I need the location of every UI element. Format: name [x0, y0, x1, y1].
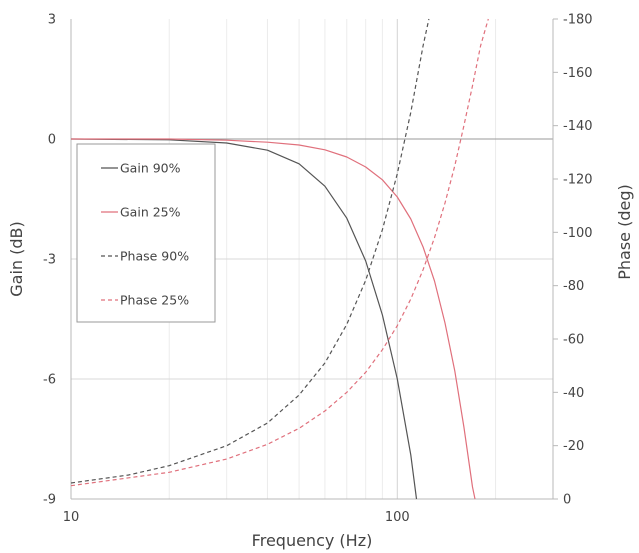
- y-tick-label: -3: [43, 253, 56, 268]
- series-line-1: [70, 138, 418, 500]
- y-tick-label: -6: [43, 373, 56, 388]
- y2-tick-label: -120: [563, 173, 593, 188]
- y2-tick-label: -100: [563, 226, 593, 241]
- series-layer: [70, 18, 489, 500]
- y2-tick-label: -60: [563, 333, 584, 348]
- y-tick-label: 0: [48, 133, 56, 148]
- y2-tick-label: -140: [563, 119, 593, 134]
- legend-label-1: Gain 90%: [120, 161, 181, 176]
- y2-tick-label: -80: [563, 279, 584, 294]
- x-axis-ticks: 10 100: [63, 510, 410, 525]
- y2-tick-label: -180: [563, 13, 593, 28]
- series-line-4: [70, 18, 489, 487]
- x-axis-title: Frequency (Hz): [252, 531, 373, 550]
- legend-label-4: Phase 25%: [120, 293, 189, 308]
- x-tick-label: 10: [63, 510, 80, 525]
- y-tick-label: -9: [43, 493, 56, 508]
- y2-tick-label: 0: [563, 493, 571, 508]
- x-tick-label: 100: [385, 510, 410, 525]
- legend-label-2: Gain 25%: [120, 205, 181, 220]
- series-line-2: [71, 138, 476, 500]
- y-axis-title: Gain (dB): [7, 221, 26, 297]
- series-line-3: [70, 18, 430, 484]
- y2-tick-label: -40: [563, 386, 584, 401]
- y2-tick-label: -20: [563, 439, 584, 454]
- y2-axis-title: Phase (deg): [615, 184, 634, 280]
- right-axis-ticks: -180 -160 -140 -120 -100 -80 -60 -40 -20 0: [553, 13, 593, 508]
- legend: Gain 90% Gain 25% Phase 90% Phase 25%: [76, 143, 216, 323]
- left-axis-ticks: 3 0 -3 -6 -9: [43, 13, 56, 508]
- legend-box: [76, 143, 216, 323]
- plot-frame: [70, 19, 554, 500]
- legend-label-3: Phase 90%: [120, 249, 189, 264]
- y2-tick-label: -160: [563, 66, 593, 81]
- y-tick-label: 3: [48, 13, 56, 28]
